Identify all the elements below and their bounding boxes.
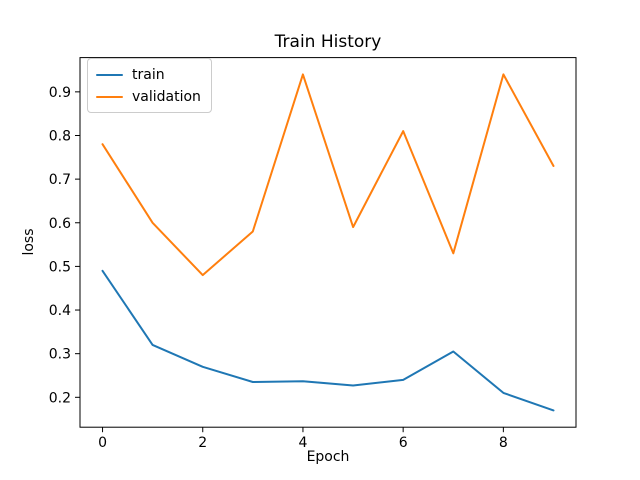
y-tick-label: 0.6 <box>49 216 71 232</box>
train-line-swatch <box>96 73 123 76</box>
legend-label-validation: validation <box>132 88 201 105</box>
legend-label-train: train <box>132 66 165 83</box>
train-line <box>101 269 555 412</box>
validation-line-swatch <box>96 95 123 98</box>
x-tick-label: 4 <box>298 435 307 451</box>
legend-row-train: train <box>96 65 201 84</box>
y-tick-label: 0.5 <box>49 259 71 275</box>
legend: train validation <box>87 58 212 113</box>
validation-line <box>101 73 555 277</box>
x-tick-label: 0 <box>98 435 107 451</box>
y-tick-label: 0.4 <box>49 303 71 319</box>
x-tick-label: 2 <box>198 435 207 451</box>
axes-frame <box>79 57 577 428</box>
y-axis-label: loss <box>21 228 37 256</box>
x-axis-label: Epoch <box>306 449 350 465</box>
y-tick-label: 0.8 <box>49 128 71 144</box>
y-tick-label: 0.3 <box>49 347 71 363</box>
x-tick-label: 6 <box>399 435 408 451</box>
y-tick-label: 0.9 <box>49 85 71 101</box>
x-tick-label: 8 <box>499 435 508 451</box>
chart-title: Train History <box>274 32 382 52</box>
y-tick-label: 0.2 <box>49 390 71 406</box>
legend-row-validation: validation <box>96 87 201 106</box>
y-tick-label: 0.7 <box>49 172 71 188</box>
